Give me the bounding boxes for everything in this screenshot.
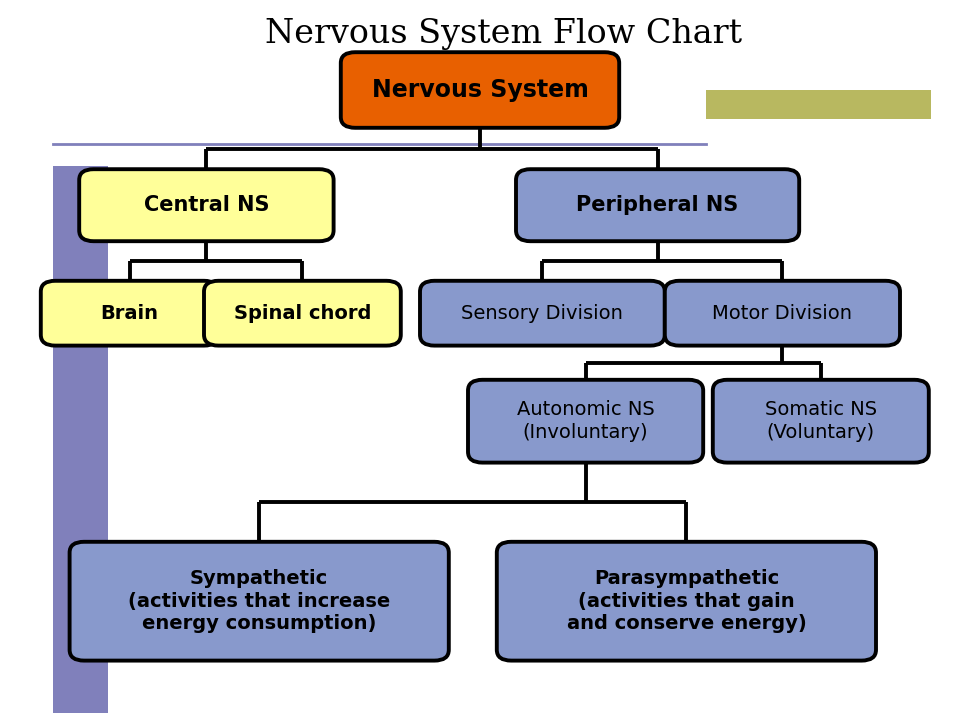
FancyBboxPatch shape <box>712 380 928 463</box>
FancyBboxPatch shape <box>516 169 799 241</box>
FancyBboxPatch shape <box>497 541 876 661</box>
Text: Autonomic NS
(Involuntary): Autonomic NS (Involuntary) <box>516 400 655 442</box>
Text: Somatic NS
(Voluntary): Somatic NS (Voluntary) <box>765 400 876 442</box>
FancyBboxPatch shape <box>53 166 108 713</box>
Text: Parasympathetic
(activities that gain
and conserve energy): Parasympathetic (activities that gain an… <box>566 569 806 634</box>
FancyBboxPatch shape <box>420 281 664 346</box>
Text: Nervous System: Nervous System <box>372 78 588 102</box>
Text: Central NS: Central NS <box>144 195 269 215</box>
Text: Peripheral NS: Peripheral NS <box>576 195 739 215</box>
Text: Nervous System Flow Chart: Nervous System Flow Chart <box>265 18 743 50</box>
FancyBboxPatch shape <box>41 281 219 346</box>
Text: Motor Division: Motor Division <box>712 304 852 323</box>
FancyBboxPatch shape <box>204 281 400 346</box>
Text: Spinal chord: Spinal chord <box>233 304 372 323</box>
FancyBboxPatch shape <box>341 53 619 127</box>
FancyBboxPatch shape <box>664 281 900 346</box>
FancyBboxPatch shape <box>70 541 449 661</box>
FancyBboxPatch shape <box>79 169 334 241</box>
FancyBboxPatch shape <box>706 90 931 119</box>
Text: Brain: Brain <box>101 304 158 323</box>
Text: Sensory Division: Sensory Division <box>462 304 623 323</box>
FancyBboxPatch shape <box>468 380 703 463</box>
Text: Sympathetic
(activities that increase
energy consumption): Sympathetic (activities that increase en… <box>128 569 391 634</box>
